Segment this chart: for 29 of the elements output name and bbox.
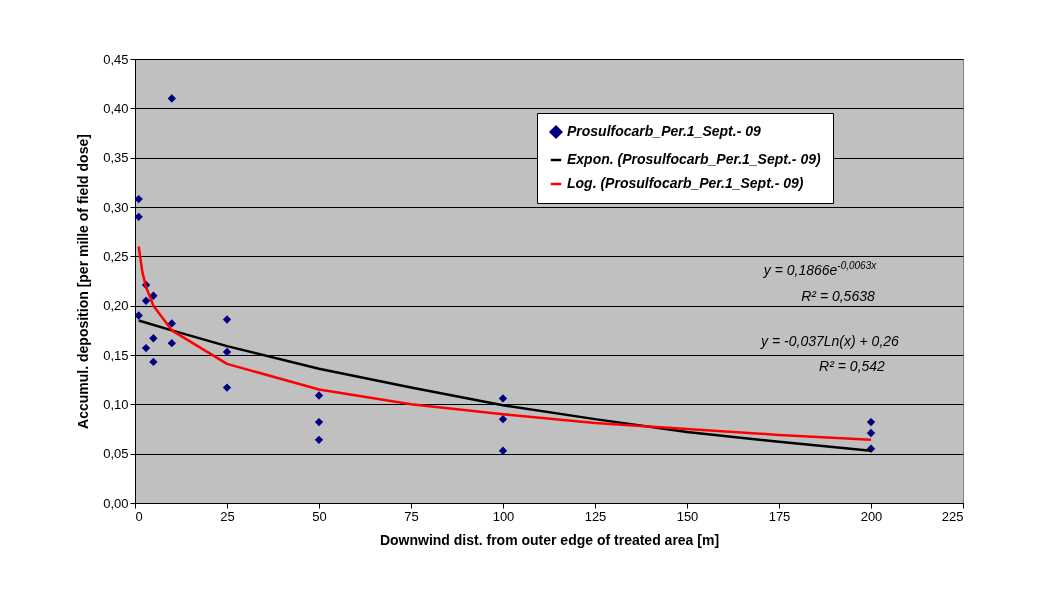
- y-tick-label: 0,05: [103, 446, 129, 462]
- annotation: y = -0,037Ln(x) + 0,26: [761, 333, 899, 349]
- y-tick-label: 0,15: [103, 347, 129, 363]
- x-axis-title: Downwind dist. from outer edge of treated area [m]: [379, 531, 720, 548]
- x-tick-label: 75: [404, 508, 419, 524]
- y-tick-label: 0,45: [103, 51, 129, 67]
- legend-label: Log. (Prosulfocarb_Per.1_Sept.- 09): [567, 175, 804, 191]
- y-tick-label: 0,25: [103, 248, 129, 264]
- x-tick-label: 125: [584, 508, 607, 524]
- x-tick-label: 200: [860, 508, 883, 524]
- y-tick-label: 0,20: [103, 298, 129, 314]
- annotation: R² = 0,542: [819, 358, 885, 374]
- y-tick-label: 0,00: [103, 495, 129, 511]
- y-tick-label: 0,35: [103, 150, 129, 166]
- legend-label: Expon. (Prosulfocarb_Per.1_Sept.- 09): [567, 151, 821, 167]
- annotation: R² = 0,5638: [801, 288, 875, 304]
- x-tick-label: 225: [941, 508, 964, 524]
- y-tick-label: 0,40: [103, 100, 129, 116]
- legend-label: Prosulfocarb_Per.1_Sept.- 09: [567, 123, 761, 139]
- y-axis-title: Accumul. deposition [per mille of field dose]: [75, 134, 92, 429]
- x-tick-label: 50: [312, 508, 327, 524]
- x-tick-label: 175: [768, 508, 791, 524]
- x-tick-label: 25: [220, 508, 235, 524]
- x-tick-label: 0: [135, 508, 143, 524]
- y-tick-label: 0,30: [103, 199, 129, 215]
- x-tick-label: 150: [676, 508, 699, 524]
- y-tick-label: 0,10: [103, 396, 129, 412]
- x-tick-label: 100: [492, 508, 515, 524]
- annotation: y = 0,1866e$^{-0,0063x}$: [763, 260, 877, 278]
